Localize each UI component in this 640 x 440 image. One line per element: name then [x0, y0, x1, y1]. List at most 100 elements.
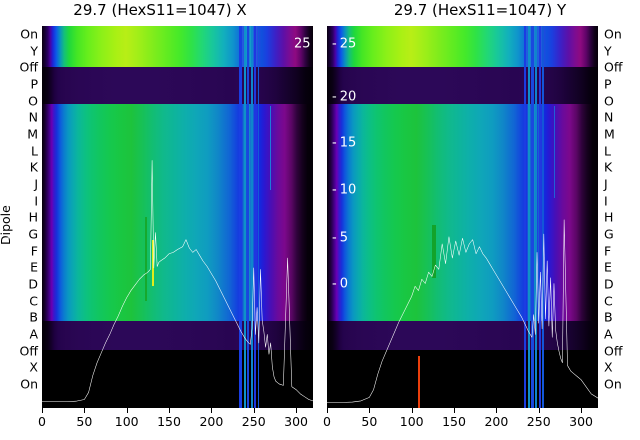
heatmap-band-main — [42, 103, 313, 321]
category-tick-h-11: H — [604, 209, 614, 225]
panel-x-title: 29.7 (HexS11=1047) X — [73, 1, 247, 19]
category-tick-p-3: P — [604, 76, 612, 92]
panel-x: 29.7 (HexS11=1047) X Dipole — [0, 1, 320, 438]
xtick-mark-100 — [126, 408, 128, 413]
category-tick-o-4: O — [28, 93, 38, 109]
category-tick-g-12: G — [28, 226, 38, 242]
heatmap-band-main — [327, 103, 598, 321]
panel-y-axes — [327, 26, 598, 408]
xtick-label-250: 250 — [241, 414, 266, 429]
inner-ytick-15: -15 — [332, 135, 357, 151]
heatmap-band-upper-gap — [42, 67, 313, 104]
category-tick-d-15: D — [604, 276, 614, 292]
category-tick-f-13: F — [30, 243, 38, 259]
category-tick-x-20: X — [29, 359, 38, 375]
category-tick-j-9: J — [604, 176, 608, 192]
xtick-label-250: 250 — [526, 414, 551, 429]
xtick-label-50: 50 — [76, 414, 93, 429]
category-tick-c-16: C — [29, 293, 38, 309]
category-tick-n-5: N — [28, 109, 38, 125]
category-tick-y-1: Y — [30, 43, 38, 59]
heatmap-band-upper-gap — [327, 67, 598, 104]
xtick-label-200: 200 — [199, 414, 224, 429]
inner-ytick-15: -15 — [5, 135, 30, 151]
category-tick-j-9: J — [34, 176, 38, 192]
panel-x-right-edge-ytick-25: 25 — [294, 36, 311, 52]
panel-y-xaxis: 0 50 100 150 200 250 300 — [320, 408, 640, 438]
category-tick-l-7: L — [31, 143, 38, 159]
category-tick-d-15: D — [28, 276, 38, 292]
inner-ytick-20: -20 — [5, 89, 30, 105]
category-tick-m-6: M — [27, 126, 38, 142]
heatmap-band-lower-gap — [42, 320, 313, 350]
xtick-mark-0 — [327, 408, 328, 413]
inner-ytick-25: -25 — [5, 36, 30, 52]
category-tick-k-8: K — [29, 159, 38, 175]
category-tick-off-2: Off — [604, 59, 623, 75]
category-tick-off-19: Off — [19, 343, 38, 359]
xtick-mark-50 — [84, 408, 86, 413]
category-tick-a-18: A — [604, 326, 613, 342]
xtick-mark-200 — [496, 408, 498, 413]
xtick-label-150: 150 — [442, 414, 466, 429]
xtick-mark-150 — [169, 408, 171, 413]
inner-ytick-5: -5 — [5, 230, 21, 246]
xtick-mark-300 — [296, 408, 298, 413]
category-tick-i-10: I — [34, 193, 38, 209]
panel-x-axes — [42, 26, 313, 408]
category-tick-c-16: C — [604, 293, 613, 309]
xtick-label-150: 150 — [157, 414, 181, 429]
category-tick-n-5: N — [604, 109, 614, 125]
category-tick-i-10: I — [604, 193, 608, 209]
inner-ytick-10: -10 — [332, 182, 357, 198]
panel-y-overlay-curve — [327, 26, 598, 408]
category-tick-off-19: Off — [604, 343, 623, 359]
xtick-label-200: 200 — [484, 414, 509, 429]
heatmap-band-upper-bright — [42, 26, 313, 68]
xtick-mark-200 — [211, 408, 213, 413]
xtick-mark-300 — [581, 408, 583, 413]
xtick-label-0: 0 — [323, 414, 331, 429]
xtick-label-100: 100 — [114, 414, 139, 429]
panel-x-overlay-curve — [42, 26, 313, 408]
category-tick-f-13: F — [604, 243, 612, 259]
category-tick-a-18: A — [29, 326, 38, 342]
category-tick-on-21: On — [20, 376, 38, 392]
inner-ytick-25: -25 — [332, 36, 357, 52]
xtick-mark-250 — [253, 408, 255, 413]
xtick-label-50: 50 — [361, 414, 378, 429]
category-tick-o-4: O — [604, 93, 614, 109]
category-tick-p-3: P — [30, 76, 38, 92]
xtick-mark-150 — [454, 408, 456, 413]
category-tick-m-6: M — [604, 126, 615, 142]
category-tick-h-11: H — [28, 209, 38, 225]
panel-y: 29.7 (HexS11=1047) Y — [320, 0, 640, 440]
heatmap-band-upper-bright — [327, 26, 598, 68]
inner-ytick-20: -20 — [332, 89, 357, 105]
category-tick-b-17: B — [604, 309, 613, 325]
category-tick-e-14: E — [30, 259, 38, 275]
category-tick-on-0: On — [604, 26, 622, 42]
xtick-label-300: 300 — [284, 414, 308, 429]
xtick-mark-250 — [538, 408, 540, 413]
category-tick-b-17: B — [29, 309, 38, 325]
xtick-mark-100 — [411, 408, 413, 413]
xtick-label-0: 0 — [38, 414, 46, 429]
xtick-mark-0 — [42, 408, 43, 413]
category-tick-x-20: X — [604, 359, 613, 375]
panel-x-xaxis: 0 50 100 150 200 250 300 — [0, 408, 320, 438]
inner-ytick-10: -10 — [5, 182, 30, 198]
category-tick-y-1: Y — [604, 43, 612, 59]
inner-ytick-0: -0 — [5, 276, 21, 292]
inner-ytick-0: -0 — [332, 276, 348, 292]
panel-y-title: 29.7 (HexS11=1047) Y — [393, 1, 567, 19]
inner-ytick-5: -5 — [332, 230, 348, 246]
xtick-label-300: 300 — [569, 414, 593, 429]
xtick-label-100: 100 — [399, 414, 424, 429]
category-tick-g-12: G — [604, 226, 614, 242]
category-tick-e-14: E — [604, 259, 612, 275]
category-tick-on-0: On — [20, 26, 38, 42]
category-tick-off-2: Off — [19, 59, 38, 75]
xtick-mark-50 — [369, 408, 371, 413]
category-tick-l-7: L — [604, 143, 611, 159]
